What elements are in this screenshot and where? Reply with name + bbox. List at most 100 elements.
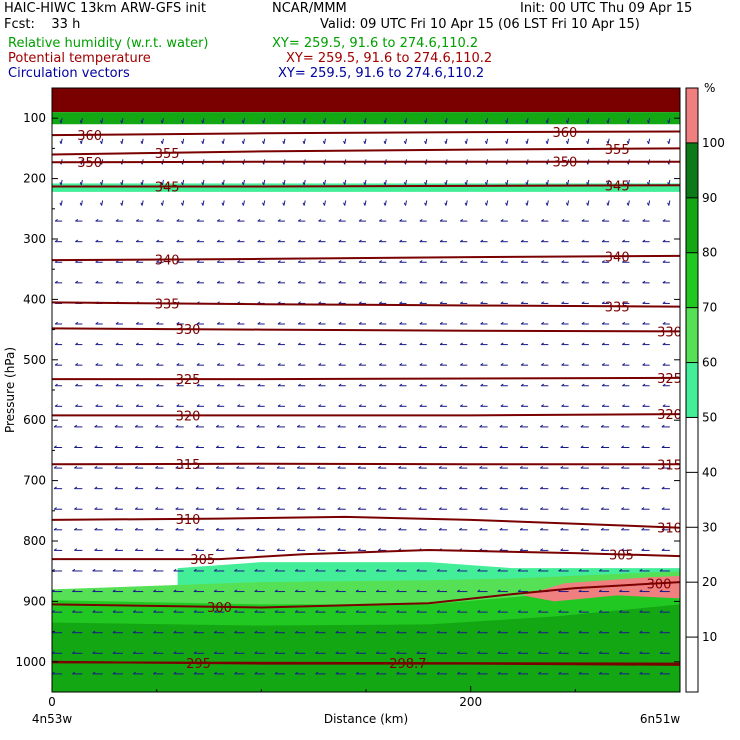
vector-arrowhead	[439, 321, 443, 325]
vector-arrowhead	[545, 120, 548, 124]
vector-arrowhead	[52, 568, 55, 572]
vector-arrowhead	[601, 404, 605, 407]
vector-arrowhead	[282, 202, 285, 206]
vector-arrowhead	[114, 445, 118, 448]
vector-arrowhead	[54, 404, 58, 407]
vector-arrowhead	[517, 651, 521, 654]
vector-arrowhead	[600, 507, 604, 510]
vector-arrowhead	[114, 548, 118, 551]
vector-arrowhead	[525, 181, 528, 186]
vector-arrowhead	[560, 486, 564, 490]
vector-arrowhead	[621, 527, 625, 531]
vector-arrowhead	[545, 181, 548, 186]
vector-arrowhead	[53, 507, 57, 510]
vector-arrowhead	[195, 527, 199, 531]
vector-arrowhead	[661, 548, 665, 551]
vector-arrowhead	[75, 280, 79, 284]
theta-contour-325	[52, 376, 680, 381]
vector-arrowhead	[112, 568, 116, 572]
vector-arrowhead	[419, 218, 423, 222]
vector-arrowhead	[519, 424, 523, 428]
vector-arrowhead	[581, 239, 585, 243]
vector-arrowhead	[135, 260, 139, 263]
vector-arrowhead	[438, 507, 442, 510]
vector-arrowhead	[479, 445, 483, 448]
vector-arrowhead	[276, 527, 280, 531]
vector-arrowhead	[322, 120, 325, 124]
vector-arrowhead	[377, 486, 382, 490]
vector-arrowhead	[398, 527, 402, 531]
vector-arrowhead	[642, 239, 646, 243]
vector-arrowhead	[581, 280, 585, 284]
vector-arrowhead	[95, 342, 99, 346]
vector-arrowhead	[257, 404, 261, 407]
vector-arrowhead	[318, 383, 322, 387]
vector-arrowhead	[173, 610, 177, 613]
vector-arrowhead	[176, 260, 180, 263]
vector-arrowhead	[276, 424, 280, 428]
vector-arrowhead	[399, 383, 403, 387]
vector-arrowhead	[500, 321, 504, 325]
vector-arrowhead	[378, 404, 383, 407]
vector-arrowhead	[480, 239, 484, 243]
vector-arrowhead	[315, 589, 319, 592]
vector-arrowhead	[499, 507, 503, 510]
vector-arrowhead	[297, 321, 301, 325]
vector-arrowhead	[477, 610, 481, 613]
y-tick-label: 500	[23, 353, 46, 367]
vector-arrowhead	[153, 610, 157, 613]
vector-arrowhead	[134, 465, 138, 469]
vector-arrowhead	[257, 363, 261, 366]
vector-arrowhead	[403, 202, 406, 206]
vector-arrowhead	[355, 610, 359, 613]
vector-arrowhead	[294, 651, 298, 654]
vector-arrowhead	[112, 630, 116, 634]
vector-arrowhead	[444, 120, 447, 124]
vector-arrowhead	[176, 404, 180, 407]
vector-arrowhead	[517, 589, 521, 592]
vector-arrowhead	[155, 465, 159, 469]
vector-arrowhead	[520, 260, 524, 263]
vector-arrowhead	[54, 363, 58, 366]
colorbar-swatch	[686, 307, 698, 363]
vector-arrowhead	[479, 507, 483, 510]
vector-arrowhead	[520, 280, 524, 284]
vector-arrowhead	[274, 671, 278, 675]
vector-arrowhead	[257, 280, 261, 284]
vector-arrowhead	[135, 280, 139, 284]
y-tick-label: 100	[23, 111, 46, 125]
vector-arrowhead	[642, 280, 646, 284]
vector-arrowhead	[497, 568, 501, 572]
vector-arrowhead	[459, 507, 463, 510]
vector-arrowhead	[436, 589, 440, 592]
vector-arrowhead	[114, 465, 118, 469]
vector-arrowhead	[520, 218, 524, 222]
vector-arrowhead	[436, 610, 440, 613]
vector-arrowhead	[560, 424, 564, 428]
vector-arrowhead	[254, 568, 258, 572]
vector-arrowhead	[383, 181, 386, 186]
vector-arrowhead	[580, 424, 584, 428]
vector-arrowhead	[499, 527, 503, 531]
vector-arrowhead	[558, 651, 562, 654]
vector-arrowhead	[338, 383, 342, 387]
vector-arrowhead	[274, 589, 278, 592]
vector-arrowhead	[337, 465, 341, 469]
vector-arrowhead	[545, 202, 548, 206]
vector-arrowhead	[335, 630, 339, 634]
vector-arrowhead	[173, 630, 177, 634]
vector-arrowhead	[257, 321, 261, 325]
vector-arrowhead	[100, 120, 103, 124]
vector-arrowhead	[175, 527, 179, 531]
rh-layer-90	[52, 604, 680, 692]
vector-arrowhead	[505, 140, 508, 144]
vector-arrowhead	[216, 321, 220, 325]
left-endpoint-label: 4n53w	[32, 712, 73, 726]
vector-arrowhead	[337, 527, 341, 531]
vector-arrowhead	[52, 589, 55, 592]
vector-arrowhead	[561, 280, 565, 284]
colorbar-swatch	[686, 88, 698, 143]
vector-arrowhead	[155, 527, 159, 531]
vector-arrowhead	[201, 181, 204, 186]
vector-arrowhead	[115, 363, 119, 366]
